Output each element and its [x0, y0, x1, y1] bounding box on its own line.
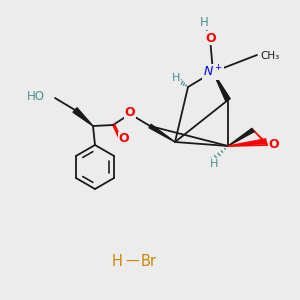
Text: HO: HO	[27, 89, 45, 103]
Text: CH₃: CH₃	[260, 51, 279, 61]
Text: O: O	[125, 106, 135, 119]
Text: O: O	[269, 139, 279, 152]
Text: O: O	[119, 133, 129, 146]
Text: Br: Br	[141, 254, 157, 269]
Polygon shape	[228, 139, 266, 146]
Polygon shape	[149, 124, 175, 142]
Polygon shape	[228, 128, 254, 146]
Text: H: H	[210, 159, 218, 169]
Text: H: H	[112, 254, 122, 269]
Polygon shape	[213, 72, 230, 101]
Text: $N^+$: $N^+$	[203, 64, 223, 80]
Text: O: O	[206, 32, 216, 44]
Text: —: —	[125, 255, 139, 269]
Polygon shape	[73, 108, 93, 126]
Text: H: H	[200, 16, 208, 29]
Text: H: H	[172, 73, 180, 83]
